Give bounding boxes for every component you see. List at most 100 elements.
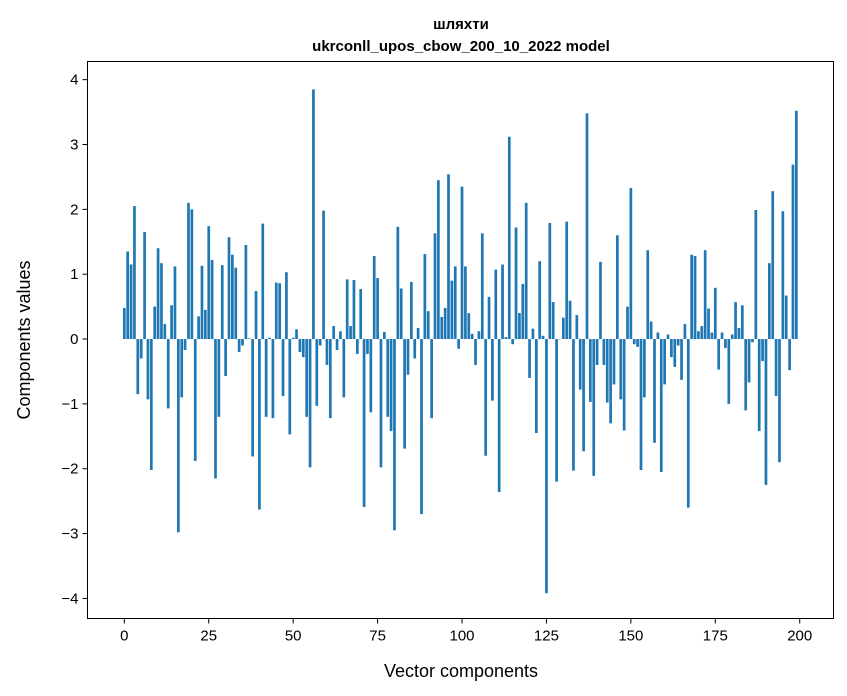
bar-39 [254, 291, 258, 340]
bar-12 [163, 324, 167, 340]
bar-58 [318, 339, 322, 346]
bar-136 [582, 339, 585, 452]
bar-167 [686, 339, 690, 508]
bar-53 [301, 339, 305, 358]
bar-139 [592, 339, 596, 476]
bar-188 [757, 339, 761, 432]
bar-131 [565, 221, 569, 340]
bar-50 [291, 337, 295, 340]
bar-13 [166, 339, 170, 409]
x-tick-label: 200 [787, 628, 812, 645]
bar-161 [666, 334, 670, 340]
bar-142 [602, 339, 606, 365]
bar-40 [258, 339, 261, 510]
bar-68 [352, 280, 356, 340]
bar-153 [639, 339, 643, 471]
bar-3 [133, 206, 136, 340]
bar-186 [751, 339, 754, 343]
bar-189 [761, 339, 764, 362]
bar-43 [268, 337, 271, 340]
bar-84 [406, 339, 410, 375]
bar-97 [450, 280, 454, 340]
bar-57 [315, 339, 319, 406]
bar-20 [190, 209, 194, 340]
bar-34 [237, 339, 241, 352]
bar-176 [717, 339, 721, 370]
chart-title-line2: ukrconll_upos_cbow_200_10_2022 model [312, 38, 610, 55]
bar-61 [328, 339, 332, 419]
bar-51 [295, 329, 298, 340]
bar-75 [376, 278, 379, 340]
bar-112 [501, 264, 504, 340]
bar-180 [730, 334, 734, 340]
bar-179 [727, 339, 731, 404]
bar-111 [497, 339, 501, 493]
bar-92 [433, 233, 437, 340]
bar-119 [524, 202, 528, 340]
bar-0 [122, 307, 126, 340]
bar-122 [534, 339, 538, 434]
bar-88 [420, 339, 423, 515]
bar-145 [612, 339, 616, 385]
bar-171 [700, 326, 704, 340]
bar-100 [460, 186, 464, 340]
y-tick-label: 1 [70, 266, 78, 283]
bar-7 [146, 339, 150, 400]
bar-108 [487, 296, 491, 340]
bar-109 [491, 339, 494, 401]
bar-5 [139, 339, 143, 359]
bar-143 [605, 339, 609, 403]
bar-191 [767, 263, 771, 340]
bar-87 [416, 328, 420, 340]
bar-183 [740, 305, 744, 340]
bar-72 [366, 339, 369, 354]
bar-80 [393, 339, 396, 531]
bar-190 [764, 339, 768, 485]
bar-160 [663, 339, 666, 385]
bar-32 [231, 254, 234, 340]
bar-193 [774, 339, 778, 397]
bar-89 [423, 254, 427, 340]
bar-140 [595, 339, 599, 365]
bar-132 [568, 300, 572, 340]
bar-135 [578, 339, 582, 390]
bar-82 [399, 288, 403, 340]
x-tick-label: 175 [703, 628, 728, 645]
bar-8 [149, 339, 153, 471]
bar-149 [626, 306, 629, 340]
bar-154 [643, 339, 646, 398]
bar-177 [720, 332, 724, 340]
bar-18 [183, 339, 187, 351]
bar-16 [176, 339, 180, 533]
bar-63 [335, 339, 339, 351]
bar-115 [511, 339, 515, 345]
bar-199 [795, 110, 798, 340]
bar-113 [504, 337, 508, 340]
bar-159 [659, 339, 663, 472]
bar-55 [308, 339, 312, 468]
bar-11 [160, 263, 163, 340]
bar-162 [670, 339, 673, 358]
bar-19 [187, 202, 190, 340]
bar-158 [656, 332, 660, 340]
chart-title-line1: шляхти [433, 16, 489, 33]
y-axis-label: Components values [14, 260, 34, 419]
bar-118 [521, 283, 525, 340]
bar-91 [430, 339, 433, 419]
bar-9 [153, 306, 157, 340]
y-tick-label: 4 [70, 72, 78, 89]
bar-194 [778, 339, 781, 463]
bar-181 [734, 302, 737, 340]
bar-37 [247, 338, 251, 340]
bar-70 [359, 289, 363, 340]
bar-28 [217, 339, 221, 417]
bar-156 [649, 321, 653, 340]
bar-138 [588, 339, 592, 402]
bar-152 [636, 339, 639, 347]
bar-27 [214, 339, 217, 479]
bar-31 [227, 237, 231, 340]
y-tick-label: 3 [70, 136, 78, 153]
bar-164 [676, 339, 680, 346]
bar-104 [474, 339, 477, 365]
